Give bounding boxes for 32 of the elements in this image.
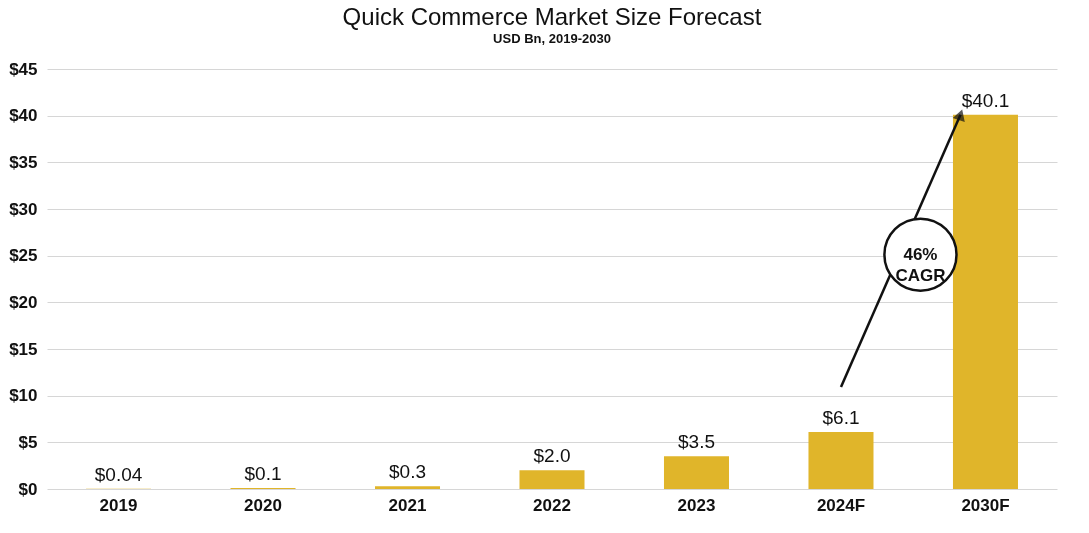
bar — [952, 114, 1018, 489]
x-tick-label: 2030F — [961, 495, 1010, 515]
y-tick-label: $10 — [9, 386, 38, 406]
y-tick-label: $30 — [9, 199, 38, 219]
bar — [375, 486, 441, 489]
data-label: $0.3 — [389, 461, 426, 483]
data-label: $40.1 — [961, 89, 1010, 111]
x-tick-label: 2023 — [677, 495, 716, 515]
x-tick-label: 2020 — [244, 495, 282, 515]
x-tick-label: 2021 — [388, 495, 427, 515]
data-label: $3.5 — [678, 431, 715, 453]
bar — [663, 456, 729, 489]
data-label: $0.1 — [244, 463, 282, 485]
x-tick-label: 2019 — [99, 495, 138, 515]
y-tick-label: $15 — [9, 339, 38, 359]
x-tick-label: 2024F — [816, 495, 866, 515]
data-label: $0.04 — [94, 463, 143, 485]
y-tick-label: $35 — [9, 152, 38, 172]
y-tick-label: $0 — [18, 479, 38, 499]
data-label: $6.1 — [822, 407, 860, 429]
y-tick-label: $25 — [9, 246, 38, 266]
data-label: $2.0 — [533, 445, 571, 467]
chart-title: Quick Commerce Market Size Forecast — [342, 3, 762, 30]
y-tick-label: $5 — [18, 432, 38, 452]
bar — [519, 470, 585, 489]
y-tick-label: $20 — [9, 292, 38, 312]
bar — [808, 432, 874, 489]
y-tick-label: $40 — [9, 106, 38, 126]
x-tick-label: 2022 — [533, 495, 571, 515]
y-tick-label: $45 — [9, 59, 38, 79]
chart-subtitle: USD Bn, 2019-2030 — [493, 31, 611, 46]
annotation: 46% CAGR — [895, 244, 946, 285]
